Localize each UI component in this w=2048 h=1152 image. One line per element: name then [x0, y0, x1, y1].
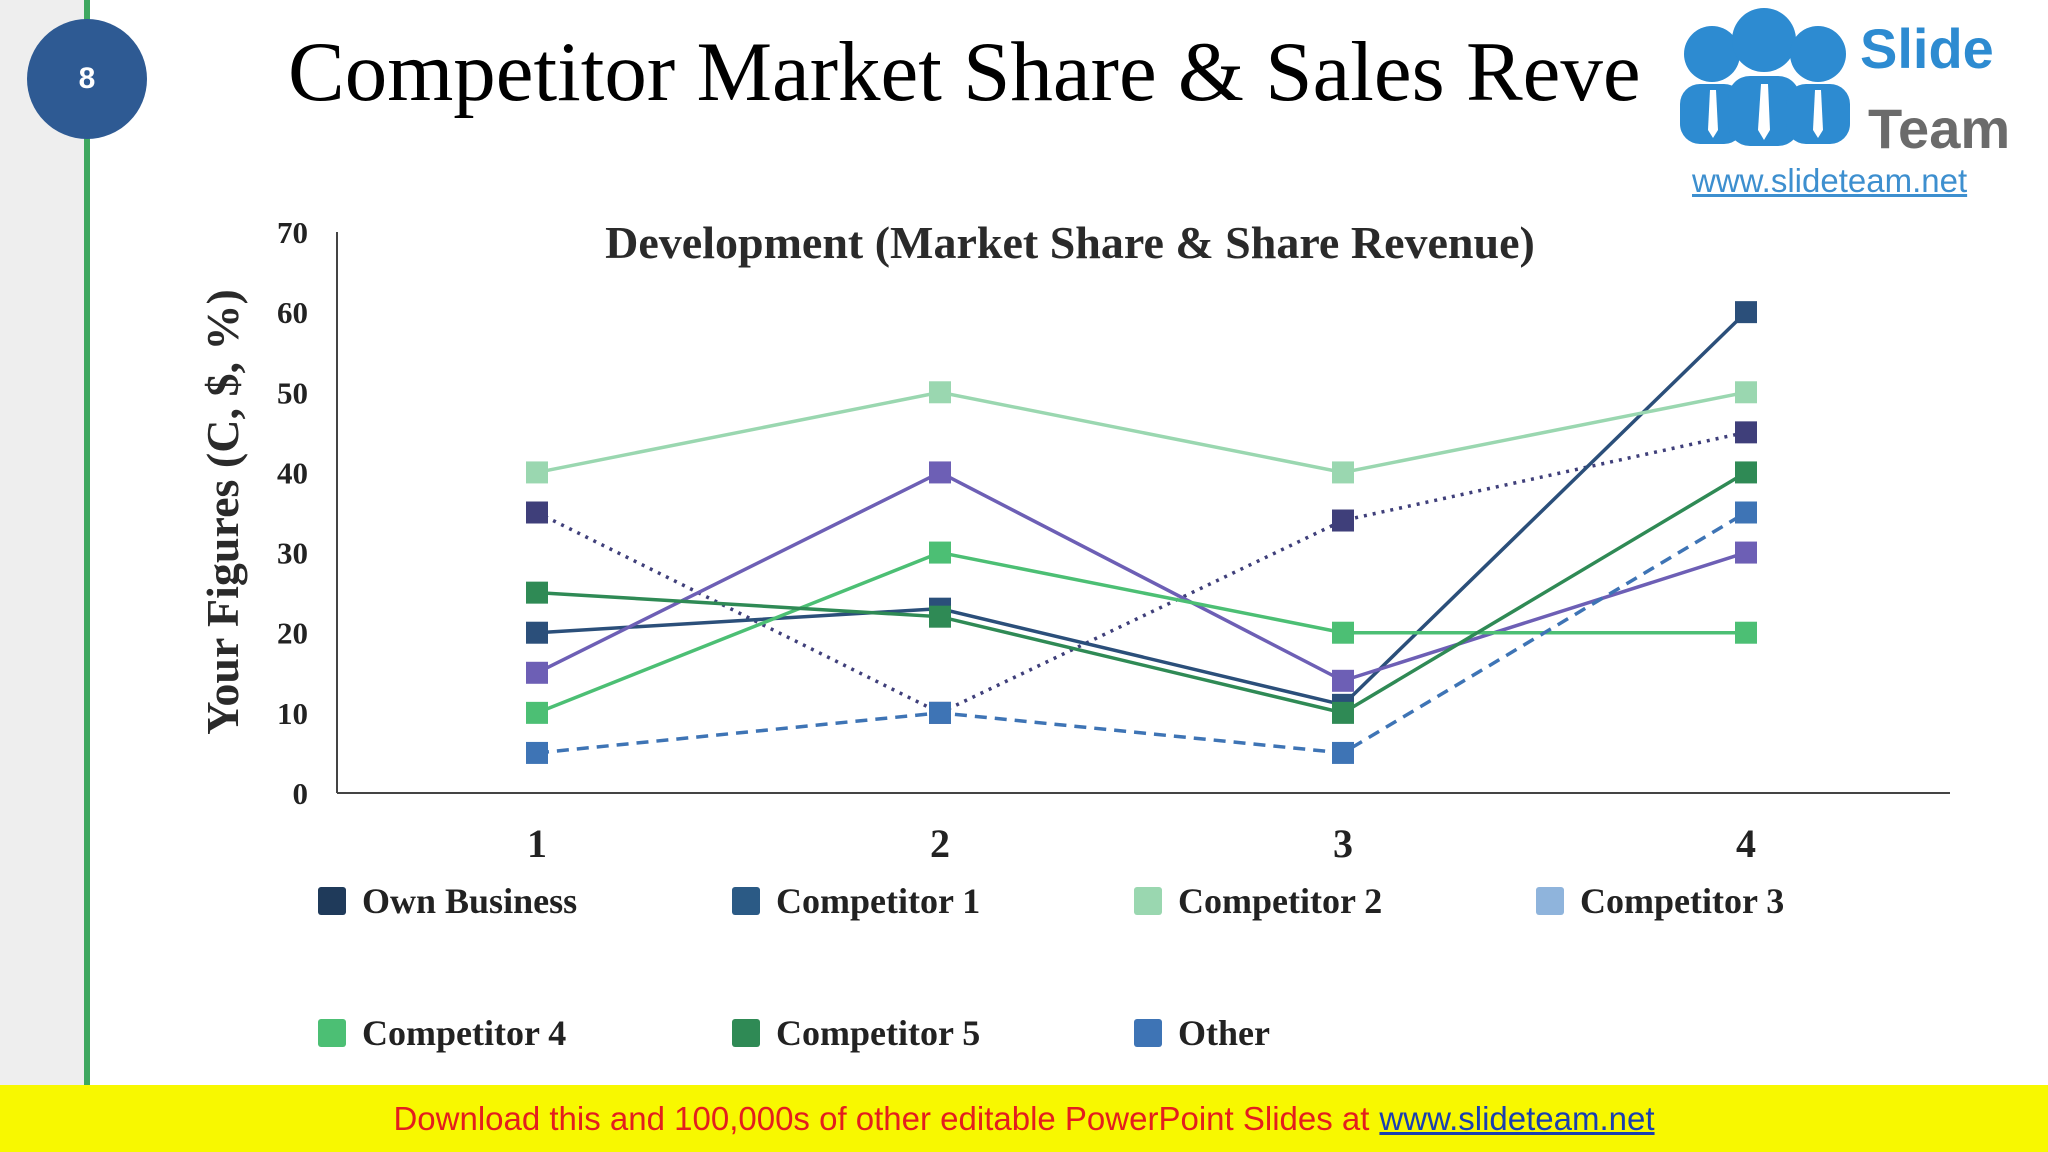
legend-item: Competitor 3: [1536, 880, 1784, 922]
legend-item: Competitor 2: [1134, 880, 1382, 922]
y-tick-label: 70: [277, 215, 308, 250]
data-point-marker: [929, 381, 951, 404]
series-lines: [536, 310, 1748, 755]
y-tick-label: 0: [293, 776, 309, 811]
x-tick-label: 2: [930, 821, 950, 866]
legend-swatch: [732, 1019, 760, 1047]
left-margin-band: [0, 0, 88, 1085]
slide-number-badge: 8: [27, 19, 147, 139]
legend-item: Competitor 5: [732, 1012, 980, 1054]
data-point-marker: [1735, 381, 1757, 404]
people-logo-icon: [1680, 8, 1850, 146]
data-point-marker: [526, 461, 548, 484]
y-tick-label: 50: [277, 375, 308, 410]
chart-title: Development (Market Share & Share Revenu…: [605, 217, 1535, 268]
line-chart: Development (Market Share & Share Revenu…: [197, 215, 1950, 866]
download-banner: Download this and 100,000s of other edit…: [0, 1085, 2048, 1152]
data-point-marker: [1332, 621, 1354, 644]
y-tick-labels: 0 10 20 30 40 50 60 70: [277, 215, 308, 811]
series-line-0: [536, 430, 1747, 715]
slide-title: Competitor Market Share & Sales Revenue: [288, 25, 1688, 119]
logo-word-team: Team: [1868, 97, 2011, 160]
legend-label: Own Business: [362, 881, 578, 921]
banner-text: Download this and 100,000s of other edit…: [393, 1099, 1370, 1137]
logo-url-link[interactable]: www.slideteam.net: [1692, 162, 1968, 199]
data-point-marker: [526, 581, 548, 604]
data-point-marker: [1735, 501, 1757, 524]
legend-swatch: [1536, 887, 1564, 915]
data-point-marker: [1735, 621, 1757, 644]
left-accent-rule: [84, 0, 90, 1085]
data-point-marker: [526, 741, 548, 764]
y-tick-label: 60: [277, 295, 308, 330]
data-point-marker: [1332, 509, 1354, 532]
series-line-1: [536, 310, 1748, 707]
data-point-marker: [526, 501, 548, 524]
data-point-marker: [526, 621, 548, 644]
legend-label: Competitor 5: [776, 1013, 981, 1053]
series-line-5: [536, 470, 1747, 715]
data-point-marker: [929, 461, 951, 484]
x-tick-label: 4: [1736, 821, 1756, 866]
data-point-marker: [1735, 541, 1757, 564]
x-tick-label: 3: [1333, 821, 1353, 866]
data-point-marker: [929, 701, 951, 724]
legend-swatch: [318, 887, 346, 915]
legend-swatch: [732, 887, 760, 915]
data-point-marker: [526, 661, 548, 684]
banner-link[interactable]: www.slideteam.net: [1379, 1099, 1655, 1137]
data-point-marker: [1735, 301, 1757, 324]
data-point-marker: [1332, 669, 1354, 692]
legend-item: Own Business: [318, 880, 577, 922]
logo-word-slide: Slide: [1860, 17, 1994, 80]
data-point-marker: [929, 605, 951, 628]
legend-label: Competitor 1: [776, 881, 981, 921]
series-line-2: [536, 390, 1747, 475]
y-axis-label: Your Figures (C, $, %): [197, 289, 248, 735]
y-tick-label: 40: [277, 455, 308, 490]
legend-item: Competitor 4: [318, 1012, 566, 1054]
data-point-marker: [929, 541, 951, 564]
y-tick-label: 20: [277, 616, 308, 651]
legend-label: Competitor 4: [362, 1013, 567, 1053]
series-line-6: [536, 510, 1747, 755]
x-tick-labels: 1 2 3 4: [527, 821, 1756, 866]
legend-label: Competitor 2: [1178, 881, 1383, 921]
x-tick-label: 1: [527, 821, 547, 866]
legend-swatch: [1134, 1019, 1162, 1047]
y-tick-label: 10: [277, 696, 308, 731]
legend-label: Other: [1178, 1013, 1270, 1053]
data-point-marker: [1332, 461, 1354, 484]
data-point-marker: [1735, 421, 1757, 444]
legend-label: Competitor 3: [1580, 881, 1785, 921]
data-point-marker: [1332, 741, 1354, 764]
legend-item: Competitor 1: [732, 880, 980, 922]
data-point-marker: [1332, 701, 1354, 724]
slideteam-logo: Slide Team www.slideteam.net: [1640, 0, 2040, 199]
legend-swatch: [1134, 887, 1162, 915]
data-point-marker: [526, 701, 548, 724]
legend-item: Other: [1134, 1012, 1270, 1054]
series-markers: [526, 301, 1757, 764]
data-point-marker: [1735, 461, 1757, 484]
series-line-3: [536, 470, 1747, 683]
y-tick-label: 30: [277, 536, 308, 571]
legend-swatch: [318, 1019, 346, 1047]
